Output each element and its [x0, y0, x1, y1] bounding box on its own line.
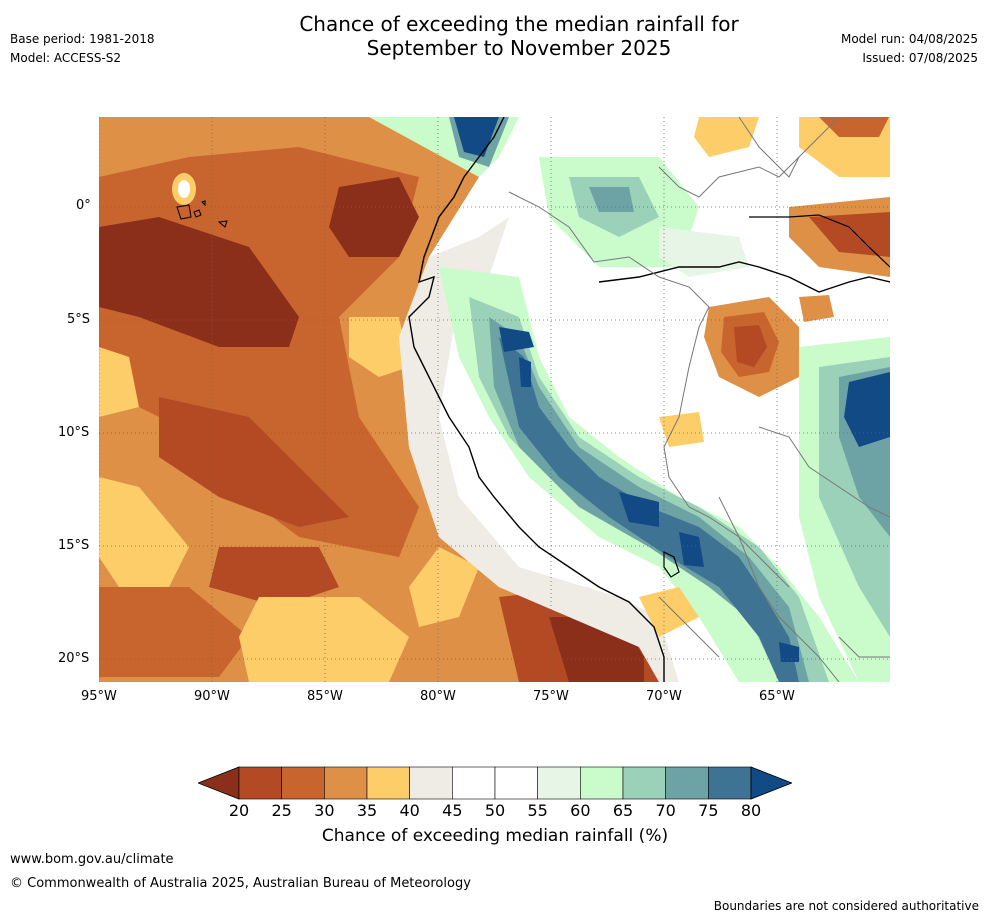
colorbar-ticks: 20 25 30 35 40 45 50 55 60 65 70 75 80 — [198, 801, 792, 823]
meta-left: Base period: 1981-2018 Model: ACCESS-S2 — [10, 30, 155, 68]
lon-label-90w: 90°W — [194, 689, 230, 704]
copyright-text: © Commonwealth of Australia 2025, Austra… — [10, 876, 471, 891]
colorbar-segment — [281, 766, 325, 800]
rainfall-map-svg — [99, 117, 890, 682]
map-title: Chance of exceeding the median rainfall … — [200, 12, 838, 60]
colorbar-tick-label: 75 — [698, 801, 719, 820]
lake-titicaca — [663, 551, 680, 578]
colorbar-tick-label: 55 — [527, 801, 548, 820]
colorbar-tick-label: 30 — [314, 801, 335, 820]
north-coast — [749, 214, 890, 268]
colorbar-tick-label: 35 — [356, 801, 378, 820]
colorbar-tick-label: 45 — [442, 801, 463, 820]
lon-label-75w: 75°W — [533, 689, 569, 704]
eastern-dry-pockets — [639, 117, 890, 637]
colorbar-segment — [324, 766, 368, 800]
colorbar-tick-label: 70 — [655, 801, 676, 820]
rainfall-map — [99, 117, 890, 682]
title-line-1: Chance of exceeding the median rainfall … — [299, 12, 739, 36]
colorbar-segment — [665, 766, 709, 800]
model-name: Model: ACCESS-S2 — [10, 51, 122, 65]
lon-label-85w: 85°W — [307, 689, 343, 704]
lat-label-0: 0° — [76, 198, 91, 213]
colorbar-segments — [238, 766, 752, 800]
lat-label-5s: 5°S — [67, 312, 91, 327]
title-line-2: September to November 2025 — [366, 36, 672, 60]
disclaimer-text: Boundaries are not considered authoritat… — [713, 899, 979, 913]
colorbar-tick-label: 25 — [271, 801, 292, 820]
colorbar — [196, 766, 794, 800]
lat-label-15s: 15°S — [58, 538, 90, 553]
south-america-coastline — [408, 117, 665, 682]
colorbar-tick-label: 60 — [570, 801, 591, 820]
colorbar-high-arrow — [750, 766, 794, 800]
website-link[interactable]: www.bom.gov.au/climate — [10, 852, 174, 867]
colorbar-low-arrow — [196, 766, 240, 800]
colorbar-segment — [452, 766, 496, 800]
model-run-date: Model run: 04/08/2025 — [840, 32, 978, 46]
colorbar-segment — [537, 766, 581, 800]
colorbar-segment — [580, 766, 624, 800]
lat-label-20s: 20°S — [58, 651, 90, 666]
lon-label-95w: 95°W — [81, 689, 117, 704]
colorbar-title: Chance of exceeding median rainfall (%) — [321, 826, 669, 846]
colorbar-tick-label: 65 — [612, 801, 634, 820]
issued-date: Issued: 07/08/2025 — [862, 51, 978, 65]
amazon-river — [598, 261, 890, 293]
base-period: Base period: 1981-2018 — [10, 32, 155, 46]
lat-label-10s: 10°S — [58, 425, 90, 440]
colorbar-segment — [409, 766, 453, 800]
colorbar-tick-label: 40 — [399, 801, 420, 820]
colorbar-segment — [494, 766, 538, 800]
lon-label-80w: 80°W — [420, 689, 456, 704]
colorbar-tick-label: 80 — [740, 801, 762, 820]
colorbar-tick-label: 50 — [484, 801, 506, 820]
colorbar-segment — [622, 766, 666, 800]
colorbar-segment — [238, 766, 282, 800]
country-borders — [508, 117, 890, 682]
galapagos-islands — [176, 200, 228, 228]
lon-label-70w: 70°W — [646, 689, 682, 704]
galapagos-anomaly — [172, 173, 196, 205]
continental-wet-region — [369, 117, 890, 682]
colorbar-segment — [366, 766, 410, 800]
colorbar-segment — [708, 766, 752, 800]
colorbar-tick-label: 20 — [228, 801, 250, 820]
lon-label-65w: 65°W — [759, 689, 795, 704]
colorbar-svg — [196, 766, 794, 800]
meta-right: Model run: 04/08/2025 Issued: 07/08/2025 — [841, 30, 978, 68]
